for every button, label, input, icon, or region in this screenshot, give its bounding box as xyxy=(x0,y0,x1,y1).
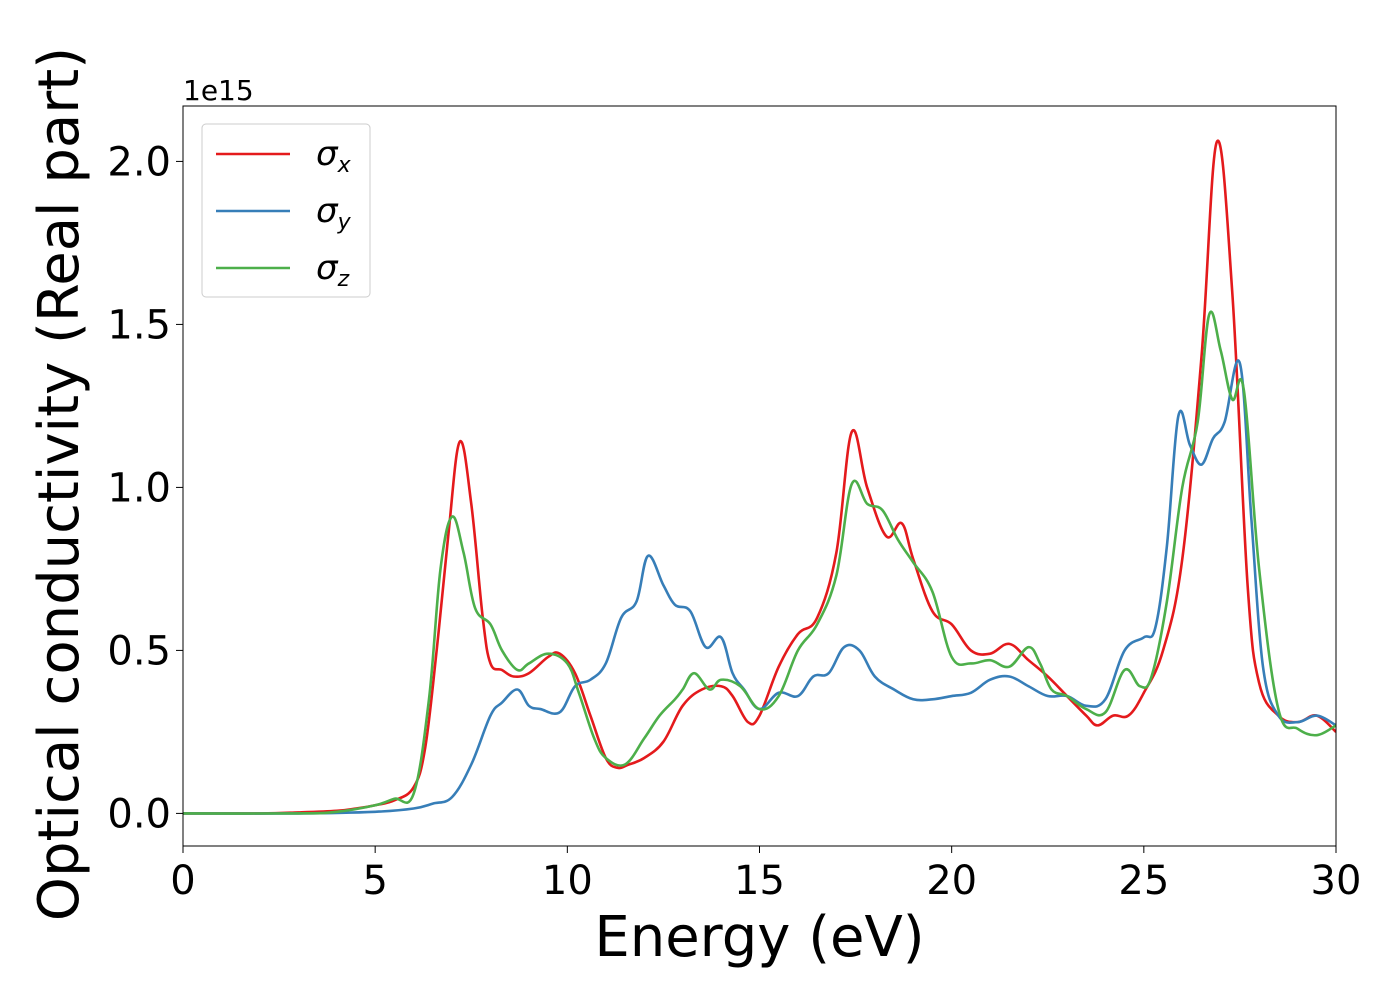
y-axis-title: Optical conductivity (Real part) xyxy=(27,47,92,921)
legend: σx σy σz xyxy=(201,123,371,298)
y-offset-label: 1e15 xyxy=(183,74,254,107)
x-tick-label: 20 xyxy=(926,858,977,904)
legend-label-z: σz xyxy=(316,248,350,292)
x-tick-label: 30 xyxy=(1311,858,1362,904)
y-tick-label: 0.5 xyxy=(107,628,171,674)
x-axis-title: Energy (eV) xyxy=(594,905,924,970)
x-axis-ticks: 0 5 10 15 20 25 30 xyxy=(170,846,1361,904)
x-tick-label: 5 xyxy=(362,858,387,904)
y-axis-ticks: 0.0 0.5 1.0 1.5 2.0 xyxy=(107,139,183,837)
y-tick-label: 0.0 xyxy=(107,791,171,837)
x-tick-label: 10 xyxy=(542,858,593,904)
x-tick-label: 15 xyxy=(734,858,785,904)
legend-label-x: σx xyxy=(316,134,352,178)
y-tick-label: 2.0 xyxy=(107,139,171,185)
x-tick-label: 0 xyxy=(170,858,195,904)
series-line-x xyxy=(183,139,1336,815)
series-line-z xyxy=(183,310,1336,815)
legend-label-y: σy xyxy=(316,191,352,235)
series-line-y xyxy=(183,359,1336,815)
x-tick-label: 25 xyxy=(1118,858,1169,904)
y-tick-label: 1.0 xyxy=(107,465,171,511)
plot-lines xyxy=(183,139,1336,815)
y-tick-label: 1.5 xyxy=(107,302,171,348)
